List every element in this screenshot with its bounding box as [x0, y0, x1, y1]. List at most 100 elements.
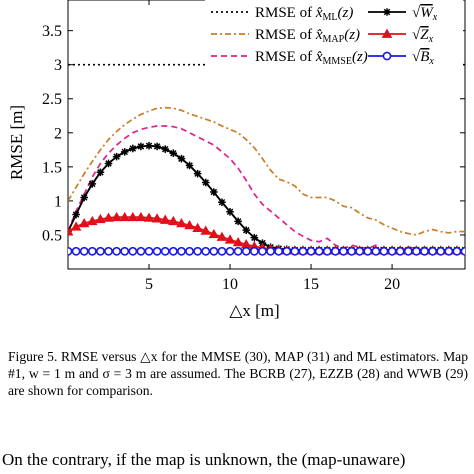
data-point	[119, 211, 131, 222]
x-tick-label: 15	[303, 276, 319, 293]
data-point	[290, 246, 300, 256]
y-tick-label: 0.5	[42, 227, 62, 244]
data-point	[78, 217, 90, 228]
data-point	[379, 246, 389, 256]
data-point	[218, 198, 226, 207]
data-point	[355, 246, 365, 256]
data-point	[128, 246, 138, 256]
data-point	[282, 246, 292, 256]
legend-label: RMSE of x̂ML(z)	[255, 5, 353, 23]
y-tick-label: 2	[54, 125, 62, 142]
data-point	[144, 246, 154, 256]
data-point	[363, 246, 373, 256]
data-point	[112, 246, 122, 256]
legend-entry: RMSE of x̂MMSE(z)	[211, 49, 368, 67]
body-paragraph: On the contrary, if the map is unknown, …	[2, 450, 406, 469]
data-point	[151, 213, 163, 223]
data-point	[436, 246, 446, 256]
data-point	[387, 246, 397, 256]
data-point	[96, 246, 105, 256]
data-point	[129, 144, 137, 153]
data-point	[160, 246, 170, 256]
data-point	[242, 226, 251, 234]
data-point	[145, 141, 153, 150]
data-point	[381, 28, 393, 38]
data-point	[371, 246, 381, 256]
data-point	[87, 246, 97, 256]
data-point	[314, 246, 324, 256]
data-point	[79, 246, 89, 256]
legend-entry: √Wx	[368, 5, 438, 23]
series-1	[68, 106, 465, 236]
data-point	[225, 246, 235, 256]
x-tick-label: 20	[384, 276, 400, 293]
data-point	[176, 217, 187, 228]
legend-label: √Zx	[412, 27, 434, 45]
series-layer	[68, 63, 465, 256]
data-point	[224, 234, 236, 244]
data-point	[258, 246, 267, 256]
data-point	[232, 237, 244, 247]
x-axis-label: △x [m]	[229, 301, 279, 320]
data-point	[347, 246, 356, 256]
data-point	[217, 246, 227, 256]
data-point	[135, 211, 147, 222]
series-line	[68, 106, 465, 236]
data-point	[104, 246, 113, 256]
legend-label: √Wx	[412, 5, 438, 23]
y-tick-label: 1	[54, 193, 62, 210]
data-point	[120, 246, 130, 256]
data-point	[444, 246, 454, 256]
data-point	[274, 246, 284, 256]
data-point	[136, 246, 146, 256]
data-point	[193, 246, 203, 256]
y-tick-label: 2.5	[42, 91, 62, 108]
data-point	[216, 231, 228, 241]
data-point	[111, 211, 122, 222]
legend-label: RMSE of x̂MAP(z)	[255, 27, 360, 45]
legend-entry: RMSE of x̂ML(z)	[211, 5, 353, 23]
data-point	[161, 145, 170, 153]
data-point	[200, 225, 212, 235]
data-point	[210, 188, 218, 196]
data-point	[420, 246, 429, 256]
data-point	[201, 246, 211, 256]
data-point	[71, 246, 81, 256]
data-point	[70, 221, 82, 231]
data-point	[330, 246, 340, 256]
data-point	[95, 213, 106, 224]
data-point	[428, 246, 437, 256]
legend: RMSE of x̂ML(z) RMSE of x̂MAP(z) RMSE of x…	[205, 0, 463, 70]
data-point	[234, 217, 242, 226]
axes: 5 10 15 20 0.5 1 1.5 2 2.5 3 3.5 △x [m] RMSE [m]	[7, 0, 466, 320]
data-point	[185, 161, 194, 170]
data-point	[168, 215, 179, 226]
legend-label: RMSE of x̂MMSE(z)	[255, 49, 368, 67]
data-point	[159, 214, 171, 224]
data-point	[460, 246, 465, 256]
data-point	[127, 211, 139, 222]
legend-entry: RMSE of x̂MAP(z)	[211, 27, 360, 45]
data-point	[153, 142, 161, 151]
data-point	[80, 193, 89, 202]
series-5	[68, 246, 465, 256]
y-tick-label: 3.5	[42, 23, 62, 40]
series-line	[68, 144, 465, 251]
data-point	[152, 246, 162, 256]
data-point	[185, 246, 194, 256]
data-point	[184, 220, 195, 230]
data-point	[250, 233, 259, 242]
data-point	[226, 207, 234, 216]
y-tick-label: 1.5	[42, 159, 62, 176]
data-point	[382, 51, 392, 61]
y-axis-label: RMSE [m]	[7, 105, 26, 180]
series-3	[68, 141, 465, 254]
data-point	[383, 8, 391, 16]
x-tick-label: 5	[145, 276, 153, 293]
data-point	[193, 169, 202, 178]
data-point	[209, 246, 219, 256]
data-point	[201, 178, 210, 187]
data-point	[322, 246, 332, 256]
data-point	[411, 246, 421, 256]
data-point	[249, 246, 259, 256]
